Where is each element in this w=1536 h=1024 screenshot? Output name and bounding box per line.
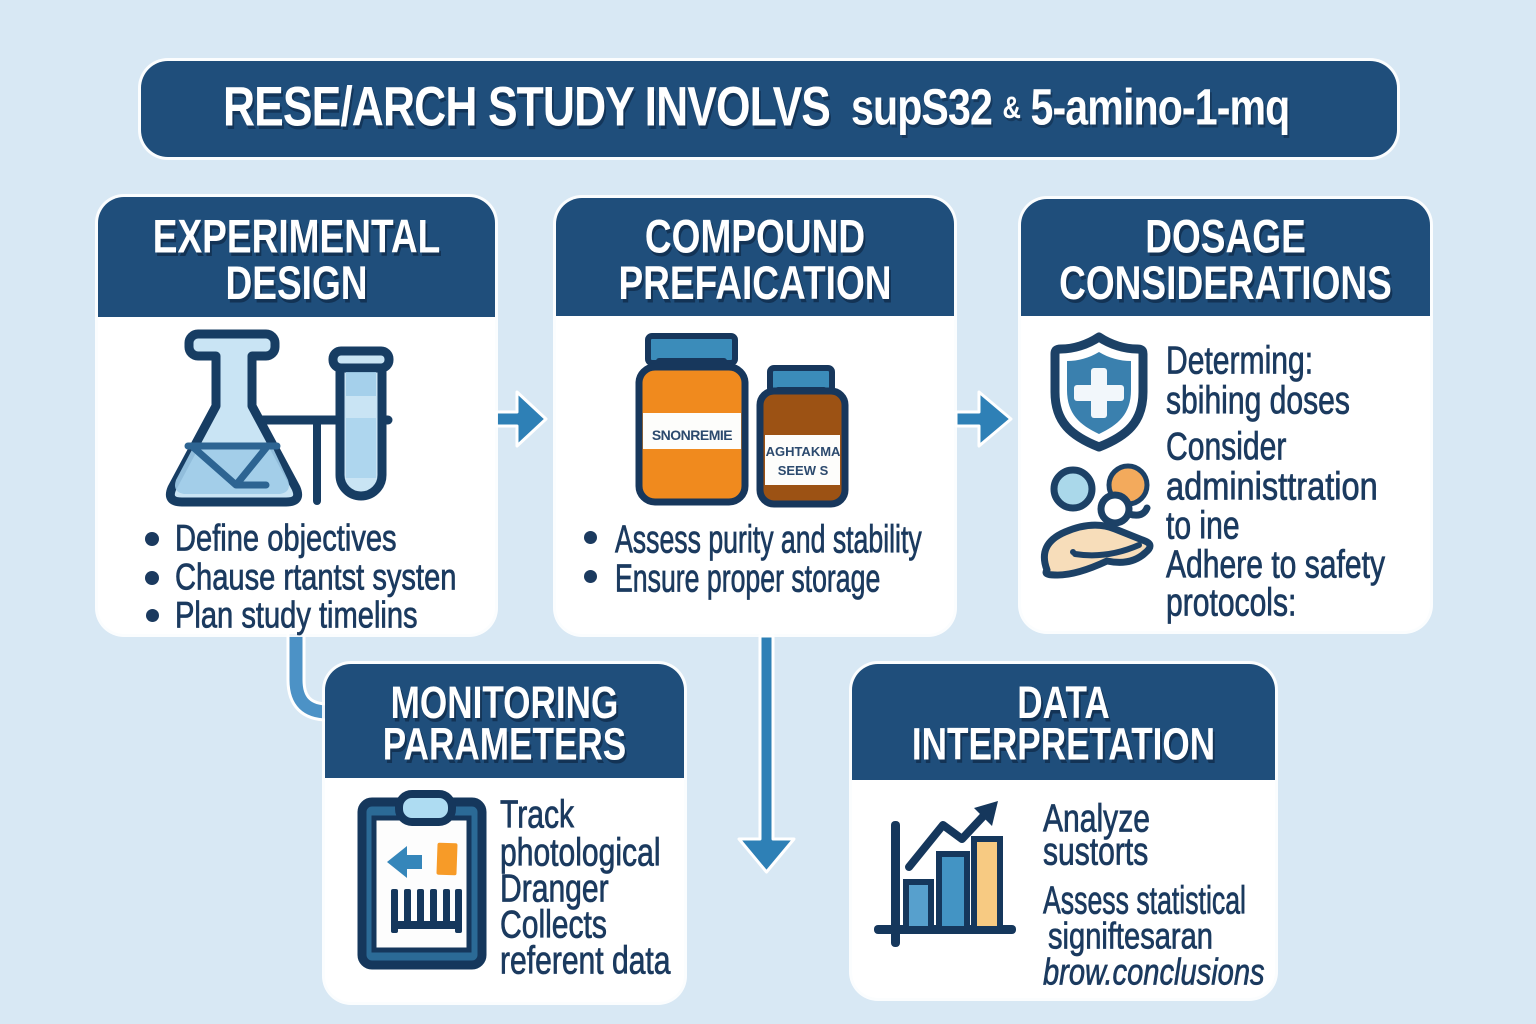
- svg-text:SNONREMIE: SNONREMIE: [652, 427, 732, 443]
- svg-text:AGHTAKMA: AGHTAKMA: [766, 444, 841, 459]
- svg-text:SEEW S: SEEW S: [778, 463, 829, 478]
